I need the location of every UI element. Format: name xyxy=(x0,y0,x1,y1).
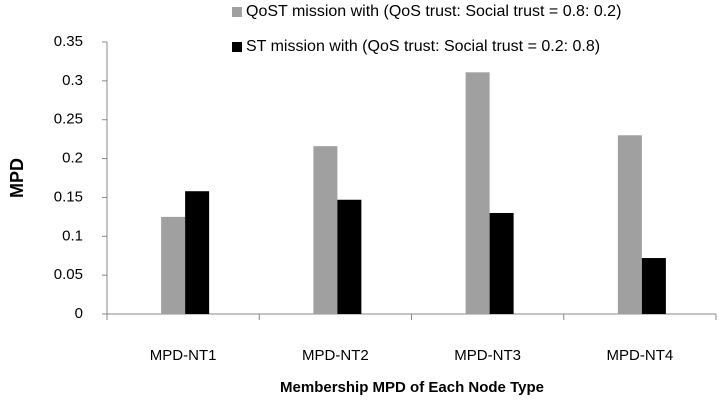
legend-label: QoST mission with (QoS trust: Social tru… xyxy=(246,3,621,20)
x-tick-label: MPD-NT1 xyxy=(150,347,217,364)
bar xyxy=(185,191,210,314)
x-tick-label: MPD-NT4 xyxy=(607,347,674,364)
y-tick-label: 0.05 xyxy=(54,266,83,283)
legend-label: ST mission with (QoS trust: Social trust… xyxy=(246,38,600,55)
legend-swatch xyxy=(232,42,242,52)
legend-swatch xyxy=(232,7,242,17)
bar xyxy=(161,216,186,314)
y-tick-label: 0.35 xyxy=(54,33,83,50)
bar xyxy=(641,258,666,314)
y-tick-label: 0.3 xyxy=(62,72,83,89)
bar xyxy=(489,212,514,314)
bar xyxy=(617,135,642,314)
y-axis-title: MPD xyxy=(7,158,27,198)
y-tick-label: 0.1 xyxy=(62,227,83,244)
y-tick-label: 0.2 xyxy=(62,150,83,167)
y-tick-label: 0.25 xyxy=(54,111,83,128)
bar xyxy=(465,72,490,315)
y-tick-label: 0.15 xyxy=(54,188,83,205)
x-axis-title: Membership MPD of Each Node Type xyxy=(280,379,544,396)
bar xyxy=(337,199,362,314)
x-tick-label: MPD-NT2 xyxy=(302,347,369,364)
x-tick-label: MPD-NT3 xyxy=(454,347,521,364)
bar xyxy=(313,146,338,314)
y-tick-label: 0 xyxy=(75,305,83,322)
